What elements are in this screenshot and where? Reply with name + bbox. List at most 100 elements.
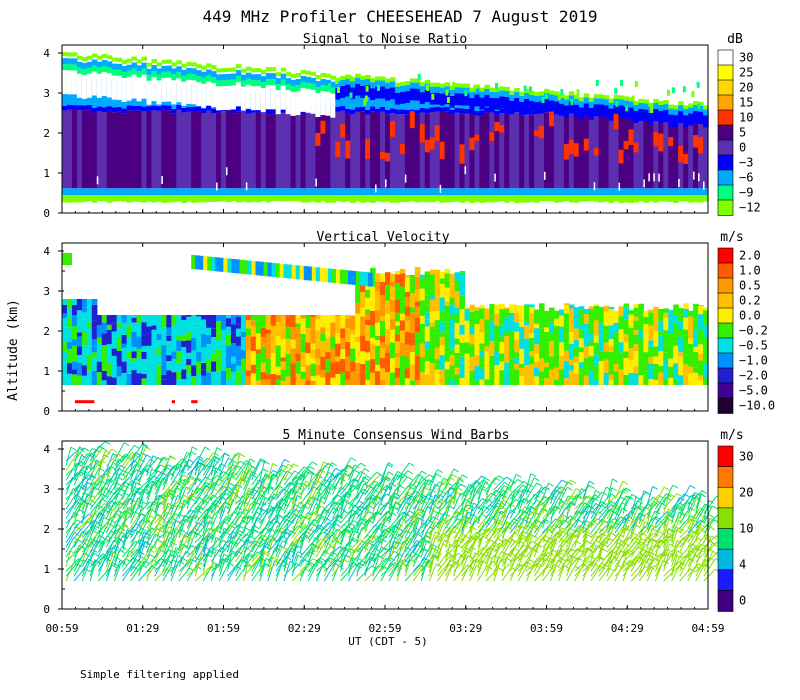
- wind-barb: [307, 492, 318, 510]
- snr-cell: [280, 112, 287, 189]
- wind-barb: [388, 533, 398, 553]
- snr-cell: [399, 81, 406, 86]
- wind-barb-flag: [228, 457, 234, 462]
- snr-cell: [459, 188, 466, 195]
- vv-cell: [563, 361, 570, 367]
- snr-cell: [419, 195, 426, 203]
- snr-cell: [688, 107, 694, 114]
- wind-barb: [364, 480, 375, 495]
- snr-cell: [310, 77, 317, 84]
- vv-cell: [553, 310, 560, 319]
- wind-barb-flag: [157, 470, 164, 475]
- snr-cell: [653, 108, 659, 121]
- snr-speck: [678, 178, 680, 187]
- vv-cell: [325, 372, 331, 385]
- vv-cell: [260, 379, 267, 385]
- wind-barb: [146, 479, 157, 495]
- snr-cell: [350, 77, 356, 82]
- vv-cell: [365, 352, 371, 361]
- wind-barb: [404, 473, 419, 491]
- snr-cell: [191, 106, 197, 112]
- wind-barb: [113, 532, 122, 548]
- vv-cell: [693, 328, 699, 336]
- snr-cell: [96, 188, 103, 195]
- vv-cell: [414, 380, 421, 385]
- snr-cell: [265, 188, 272, 195]
- snr-cell: [449, 114, 456, 189]
- vv-cell: [300, 333, 307, 339]
- vv-cell: [409, 312, 416, 318]
- wind-barb: [267, 473, 274, 495]
- wind-barb-flag: [124, 525, 130, 530]
- wind-barb: [130, 541, 146, 558]
- vv-cell: [131, 315, 138, 318]
- wind-barb-flag: [453, 468, 460, 473]
- wind-barb-flag: [251, 465, 258, 470]
- vv-cell: [504, 335, 510, 352]
- vv-cell: [608, 315, 615, 326]
- snr-cell: [419, 92, 426, 105]
- snr-cell: [81, 62, 88, 69]
- snr-cell: [230, 108, 237, 114]
- snr-cell: [101, 188, 108, 195]
- wind-barb: [89, 560, 97, 582]
- snr-cell: [603, 112, 610, 189]
- vv-cell: [365, 360, 371, 367]
- wind-barb: [461, 526, 473, 543]
- snr-cell: [176, 188, 182, 195]
- snr-cell: [703, 116, 709, 189]
- snr-cell: [225, 188, 232, 195]
- snr-cell: [250, 86, 257, 111]
- wind-barb: [525, 526, 534, 548]
- snr-cell: [181, 188, 187, 195]
- wind-barb: [283, 542, 293, 558]
- snr-cell: [628, 107, 635, 120]
- vv-cell: [311, 266, 317, 281]
- snr-cell: [375, 86, 381, 99]
- vv-cell: [429, 295, 436, 300]
- wind-barb: [437, 476, 450, 491]
- wind-barb: [154, 457, 163, 476]
- vv-cell: [593, 320, 600, 336]
- wind-barb: [65, 512, 75, 529]
- snr-cell: [355, 107, 361, 112]
- snr-cell: [186, 73, 192, 80]
- snr-cell: [385, 109, 391, 115]
- snr-cell: [265, 85, 272, 110]
- snr-cell: [494, 91, 500, 98]
- vv-cell: [201, 362, 207, 370]
- vv-cell: [151, 354, 158, 364]
- wind-barb: [162, 465, 175, 481]
- wind-barb: [202, 494, 214, 510]
- wind-barb: [186, 528, 196, 543]
- snr-cell: [146, 106, 153, 111]
- snr-cell: [335, 87, 341, 100]
- snr-cell: [245, 188, 252, 195]
- wind-barb: [445, 530, 453, 548]
- vv-cell: [439, 283, 446, 298]
- vv-cell: [578, 362, 585, 369]
- vv-cell: [544, 331, 550, 348]
- wind-barb: [396, 497, 409, 510]
- snr-speck: [697, 103, 701, 110]
- wind-barb: [525, 557, 541, 572]
- wind-barb: [202, 474, 218, 491]
- snr-cell: [235, 64, 242, 69]
- snr-speck: [703, 181, 705, 190]
- snr-cell: [539, 112, 545, 189]
- wind-barb: [380, 506, 394, 519]
- wind-barb: [323, 501, 334, 519]
- wind-barb: [469, 552, 476, 572]
- wind-barb: [332, 528, 347, 543]
- vv-cell: [350, 315, 356, 316]
- vv-cell: [703, 367, 709, 378]
- vv-cell: [429, 340, 436, 346]
- snr-cell: [225, 195, 232, 203]
- snr-cell: [673, 115, 679, 128]
- wind-barb-flag: [255, 540, 261, 545]
- vv-cell: [245, 361, 252, 371]
- wind-barb: [162, 526, 170, 543]
- vv-cell: [583, 346, 590, 359]
- vv-cell: [375, 291, 381, 303]
